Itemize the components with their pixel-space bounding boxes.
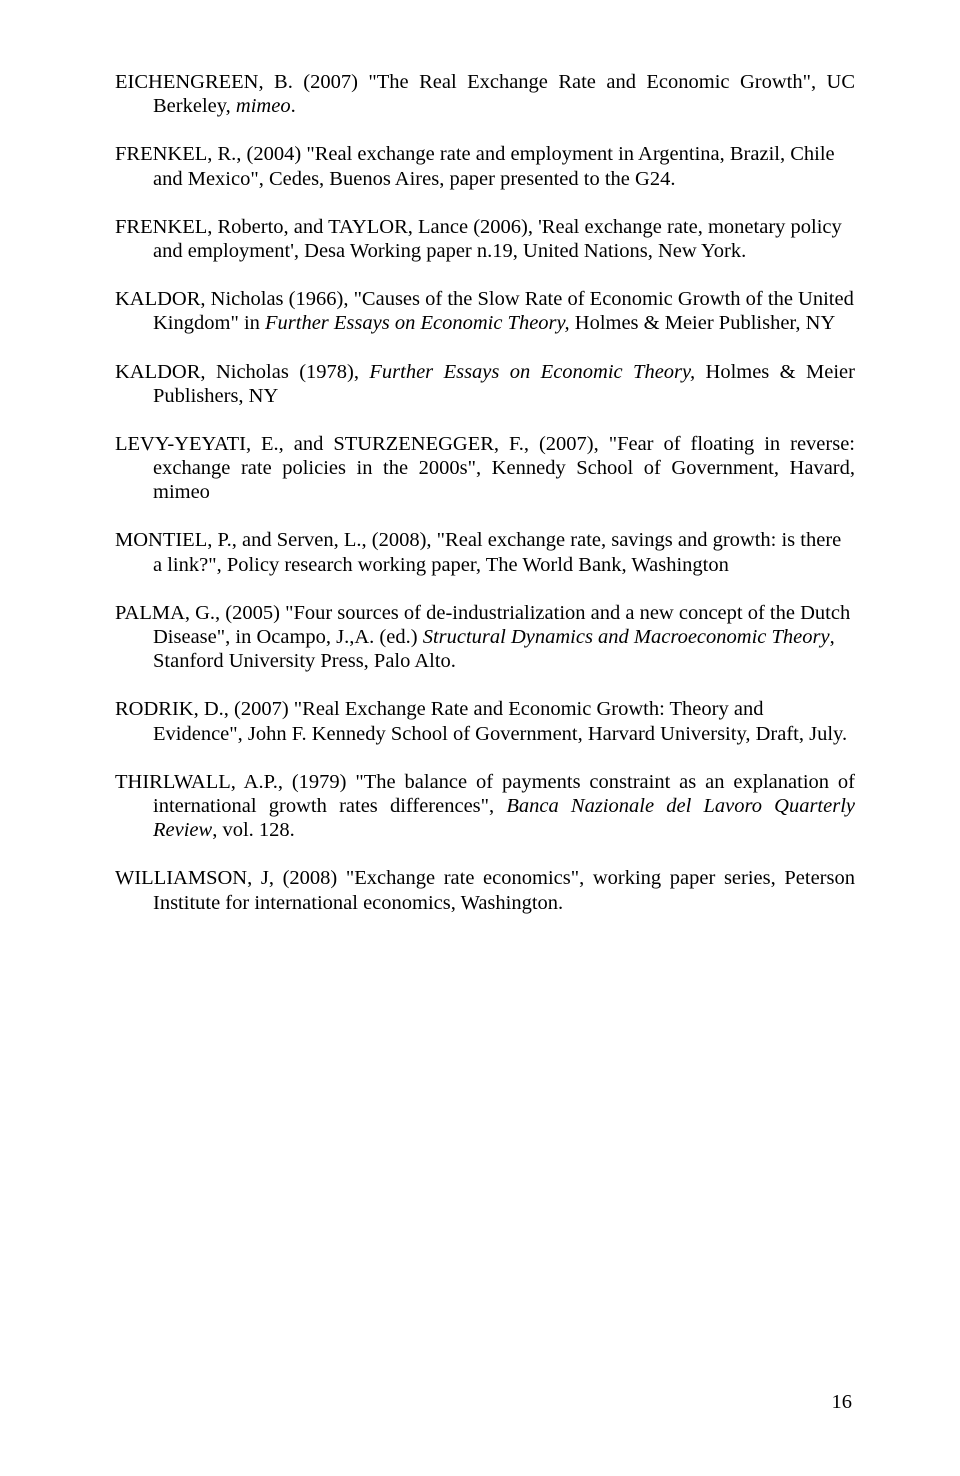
reference-entry: RODRIK, D., (2007) "Real Exchange Rate a… [115,697,855,745]
reference-text: FRENKEL, R., (2004) "Real exchange rate … [115,143,835,189]
reference-text: WILLIAMSON, J, (2008) "Exchange rate eco… [115,867,855,913]
reference-text: Further Essays on Economic Theory, [265,312,570,334]
reference-text: RODRIK, D., (2007) "Real Exchange Rate a… [115,698,847,744]
reference-text: , vol. 128. [212,819,295,841]
reference-entry: FRENKEL, Roberto, and TAYLOR, Lance (200… [115,215,855,263]
reference-entry: LEVY-YEYATI, E., and STURZENEGGER, F., (… [115,432,855,505]
reference-entry: KALDOR, Nicholas (1978), Further Essays … [115,360,855,408]
reference-entry: PALMA, G., (2005) "Four sources of de-in… [115,601,855,674]
reference-text: LEVY-YEYATI, E., and STURZENEGGER, F., (… [115,433,855,503]
reference-text: . [291,95,296,117]
reference-entry: KALDOR, Nicholas (1966), "Causes of the … [115,287,855,335]
reference-text: MONTIEL, P., and Serven, L., (2008), "Re… [115,529,841,575]
reference-entry: MONTIEL, P., and Serven, L., (2008), "Re… [115,528,855,576]
reference-entry: WILLIAMSON, J, (2008) "Exchange rate eco… [115,866,855,914]
reference-entry: FRENKEL, R., (2004) "Real exchange rate … [115,142,855,190]
page-number: 16 [832,1390,853,1414]
reference-entry: EICHENGREEN, B. (2007) "The Real Exchang… [115,70,855,118]
reference-text: FRENKEL, Roberto, and TAYLOR, Lance (200… [115,216,842,262]
reference-text: KALDOR, Nicholas (1978), [115,361,369,383]
reference-text: Structural Dynamics and Macroeconomic Th… [423,626,830,648]
reference-entry: THIRLWALL, A.P., (1979) "The balance of … [115,770,855,843]
bibliography: EICHENGREEN, B. (2007) "The Real Exchang… [115,70,855,915]
reference-text: EICHENGREEN, B. (2007) "The Real Exchang… [115,71,855,117]
reference-text: Holmes & Meier Publisher, NY [570,312,836,334]
reference-text: Further Essays on Economic Theory, [369,361,695,383]
reference-text: mimeo [236,95,291,117]
